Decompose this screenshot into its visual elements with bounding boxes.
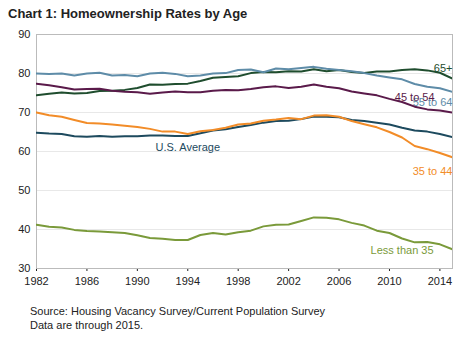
svg-text:35 to 44: 35 to 44 [413, 165, 453, 177]
svg-text:1990: 1990 [125, 275, 149, 287]
svg-text:60: 60 [18, 145, 30, 157]
html-text:Data are through 2015.: Data are through 2015. [30, 319, 144, 331]
html-text:Chart 1: Homeownership Rates b: Chart 1: Homeownership Rates by Age [8, 6, 248, 21]
svg-text:Less than 35: Less than 35 [371, 244, 434, 256]
html-text:Source: Housing Vacancy Survey: Source: Housing Vacancy Survey/Current P… [30, 305, 326, 317]
svg-text:50: 50 [18, 184, 30, 196]
svg-text:1998: 1998 [226, 275, 250, 287]
svg-text:2002: 2002 [276, 275, 300, 287]
svg-text:40: 40 [18, 223, 30, 235]
svg-text:2014: 2014 [428, 275, 452, 287]
svg-text:45 to 54: 45 to 54 [395, 91, 435, 103]
svg-text:1986: 1986 [75, 275, 99, 287]
svg-text:90: 90 [18, 28, 30, 40]
svg-text:2010: 2010 [377, 275, 401, 287]
svg-text:1982: 1982 [24, 275, 48, 287]
svg-text:80: 80 [18, 67, 30, 79]
svg-text:70: 70 [18, 106, 30, 118]
svg-text:U.S. Average: U.S. Average [155, 141, 220, 153]
svg-text:30: 30 [18, 262, 30, 274]
svg-text:65+: 65+ [434, 62, 453, 74]
svg-text:1994: 1994 [176, 275, 200, 287]
svg-text:2006: 2006 [327, 275, 351, 287]
